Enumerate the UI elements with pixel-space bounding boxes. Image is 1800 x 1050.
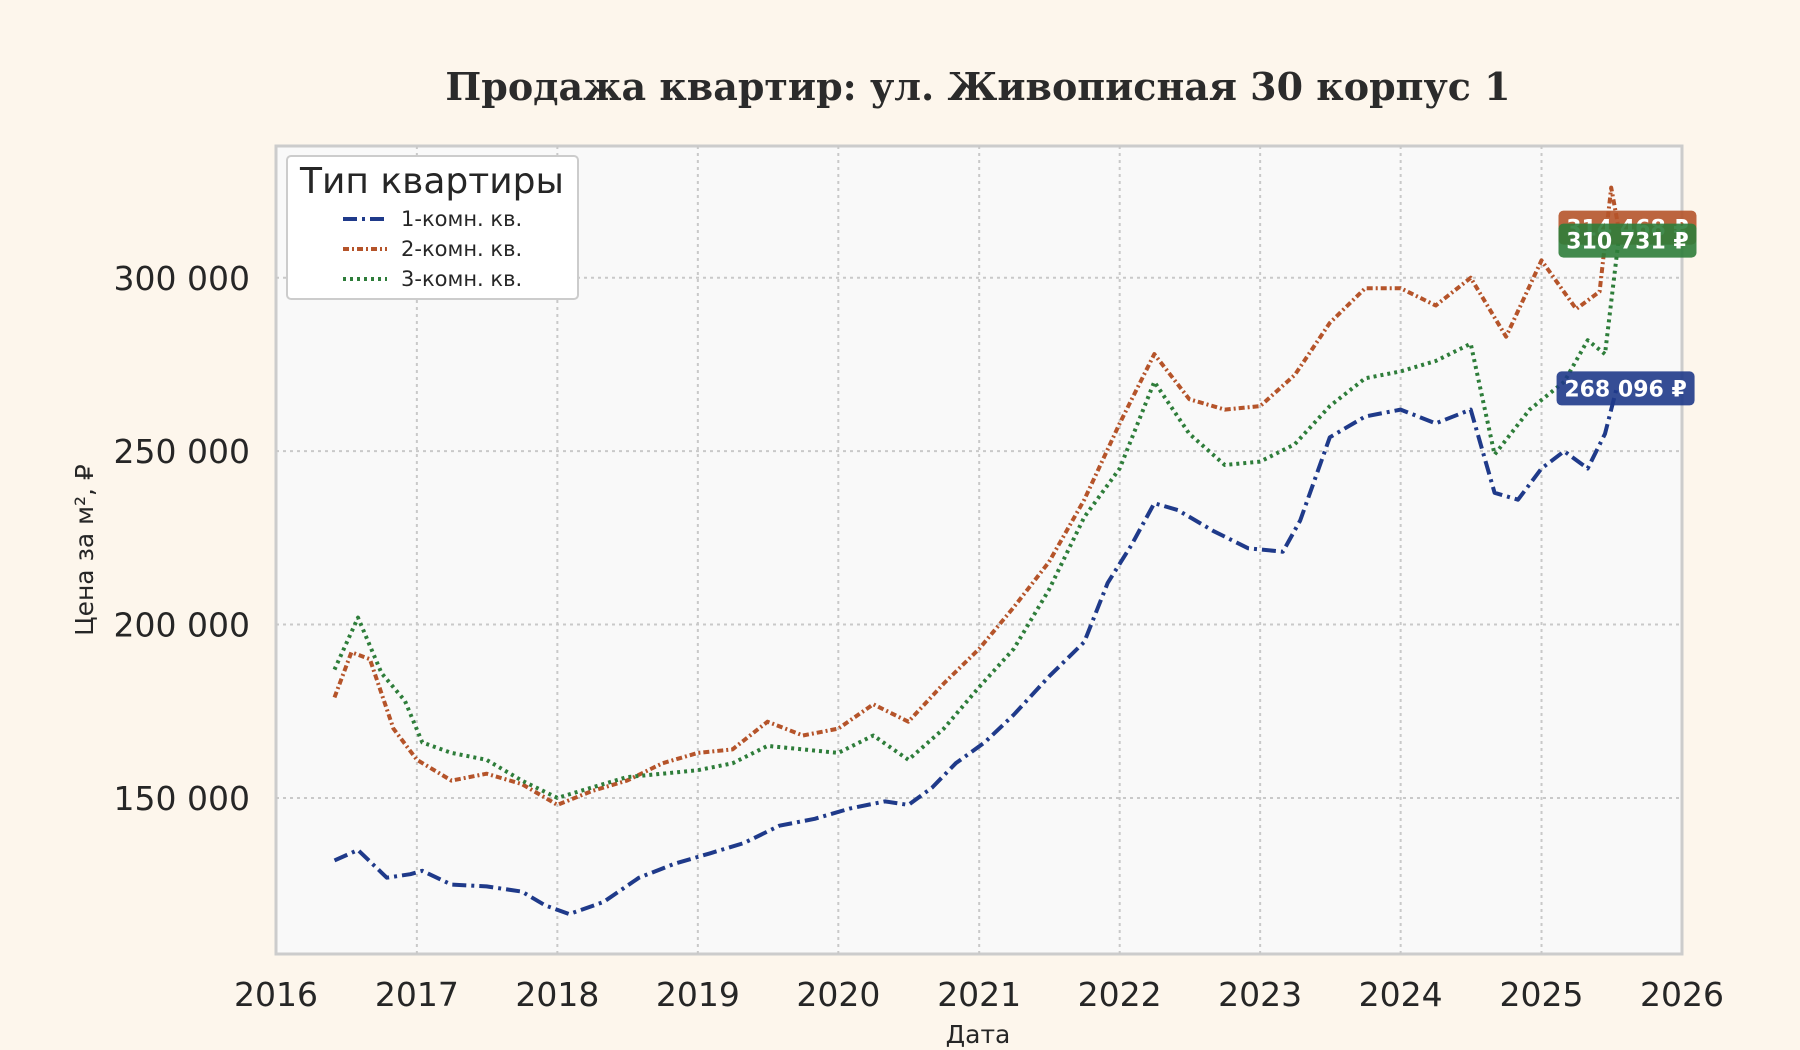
end-label-box — [1556, 371, 1695, 406]
y-axis-ticks: 150 000 200 000 250 000 300 000 — [114, 259, 250, 818]
x-tick-label: 2020 — [796, 975, 880, 1014]
series-line-2 — [332, 185, 1621, 807]
end-label-box — [1558, 223, 1697, 258]
x-tick-label: 2023 — [1218, 975, 1302, 1014]
x-tick-label: 2025 — [1500, 975, 1584, 1014]
grid-lines — [276, 146, 1682, 954]
x-axis-ticks: 2016 2017 2018 2019 2020 2021 2022 2023 2024 2025… — [234, 975, 1724, 1014]
y-axis-label: Цена за м², ₽ — [70, 464, 99, 636]
x-tick-label: 2022 — [1078, 975, 1162, 1014]
legend-label-2: 2-комн. кв. — [401, 237, 522, 261]
legend-label-1: 1-комн. кв. — [401, 207, 522, 231]
x-tick-label: 2017 — [375, 975, 459, 1014]
end-label-1: 268 096 ₽ — [1556, 371, 1695, 406]
y-tick-label: 150 000 — [114, 779, 250, 818]
legend-label-3: 3-комн. кв. — [401, 267, 522, 291]
legend-title: Тип квартиры — [299, 161, 564, 202]
end-label-text: 268 096 ₽ — [1564, 377, 1686, 402]
x-tick-label: 2024 — [1359, 975, 1443, 1014]
legend-box — [286, 155, 579, 300]
x-tick-label: 2026 — [1640, 975, 1724, 1014]
x-tick-label: 2018 — [515, 975, 599, 1014]
chart-title: Продажа квартир: ул. Живописная 30 корпу… — [445, 64, 1510, 109]
x-tick-label: 2019 — [656, 975, 740, 1014]
legend: Тип квартиры 1-комн. кв. 2-комн. кв. 3-ком… — [286, 155, 579, 300]
x-axis-label: Дата — [946, 1020, 1011, 1049]
x-tick-label: 2016 — [234, 975, 318, 1014]
y-tick-label: 200 000 — [114, 606, 250, 645]
end-label-text: 310 731 ₽ — [1566, 230, 1688, 255]
end-labels: 268 096 ₽314 468 ₽310 731 ₽ — [1556, 210, 1697, 406]
y-tick-label: 250 000 — [114, 432, 250, 471]
series-line-1 — [333, 387, 1619, 917]
series-line-3 — [332, 240, 1621, 800]
x-tick-label: 2021 — [937, 975, 1021, 1014]
end-label-3: 310 731 ₽ — [1558, 223, 1697, 258]
y-tick-label: 300 000 — [114, 259, 250, 298]
series-lines — [332, 185, 1621, 917]
